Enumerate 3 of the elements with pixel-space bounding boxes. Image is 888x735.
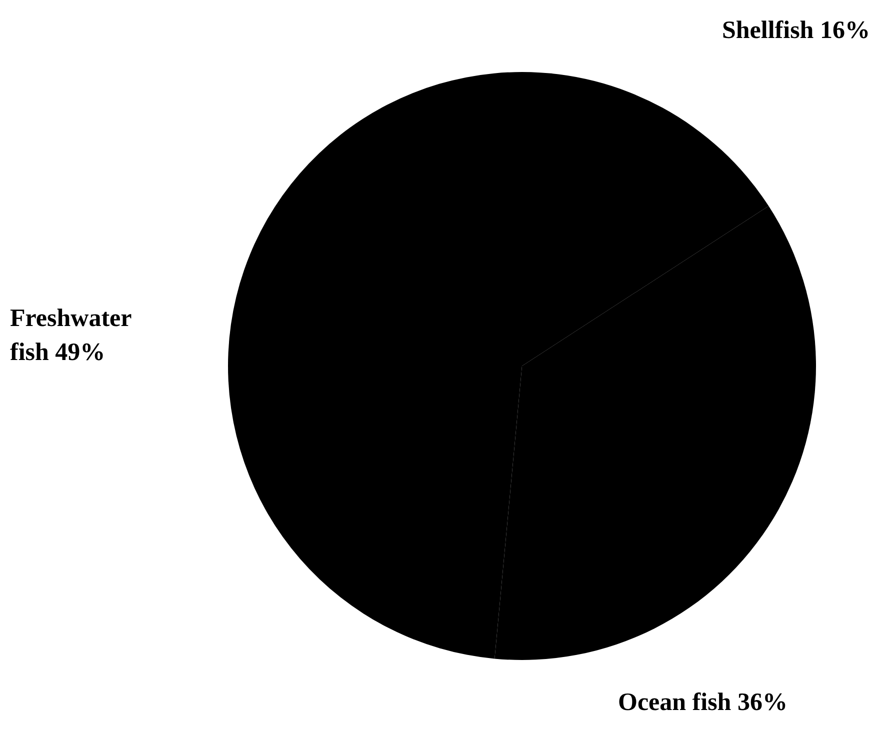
slice-label: Freshwater fish 49% xyxy=(10,305,132,366)
slice-label: Shellfish 16% xyxy=(722,17,870,44)
slice-label: Ocean fish 36% xyxy=(618,689,788,716)
